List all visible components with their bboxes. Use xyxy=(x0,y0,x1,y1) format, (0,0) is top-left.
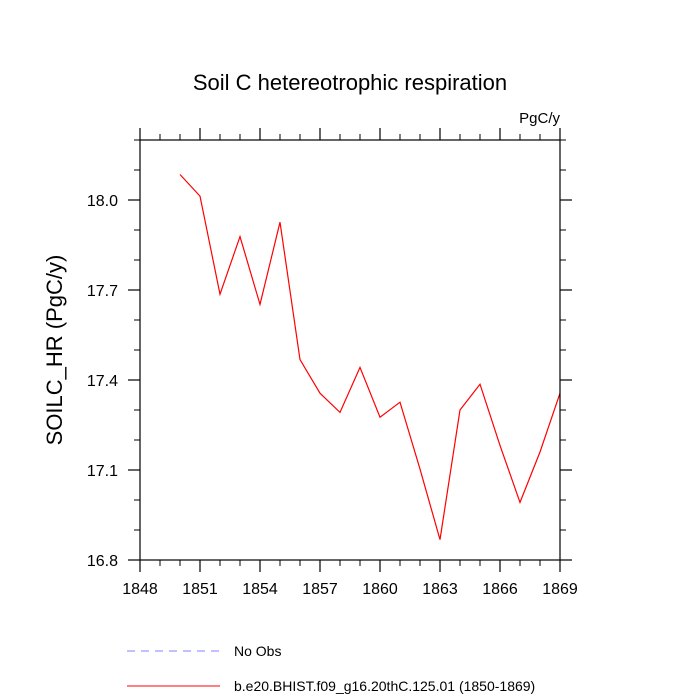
units-label: PgC/y xyxy=(519,110,560,127)
y-tick-label: 16.8 xyxy=(87,553,118,570)
legend-label: b.e20.BHIST.f09_g16.20thC.125.01 (1850-1… xyxy=(234,678,535,694)
x-tick-label: 1866 xyxy=(482,581,518,598)
legend: No Obs b.e20.BHIST.f09_g16.20thC.125.01 (… xyxy=(127,643,535,694)
x-tick-label: 1863 xyxy=(422,581,458,598)
y-tick-label: 17.7 xyxy=(87,283,118,300)
chart-title: Soil C hetereotrophic respiration xyxy=(193,70,507,95)
series-line xyxy=(179,174,561,540)
x-tick-label: 1860 xyxy=(362,581,398,598)
legend-label: No Obs xyxy=(234,643,281,659)
x-tick-label: 1854 xyxy=(242,581,278,598)
x-tick-label: 1851 xyxy=(182,581,218,598)
series-group xyxy=(179,174,561,540)
y-tick-label: 17.1 xyxy=(87,463,118,480)
x-tick-label: 1869 xyxy=(542,581,578,598)
axis-ticks: 1848 1851 1854 1857 1860 1863 1866 1869 16.8 17.1… xyxy=(87,128,578,598)
x-tick-label: 1848 xyxy=(122,581,158,598)
y-tick-label: 18.0 xyxy=(87,193,118,210)
y-axis-label: SOILC_HR (PgC/y) xyxy=(42,255,67,446)
y-tick-label: 17.4 xyxy=(87,373,118,390)
x-tick-label: 1857 xyxy=(302,581,338,598)
plot-frame xyxy=(139,139,561,561)
